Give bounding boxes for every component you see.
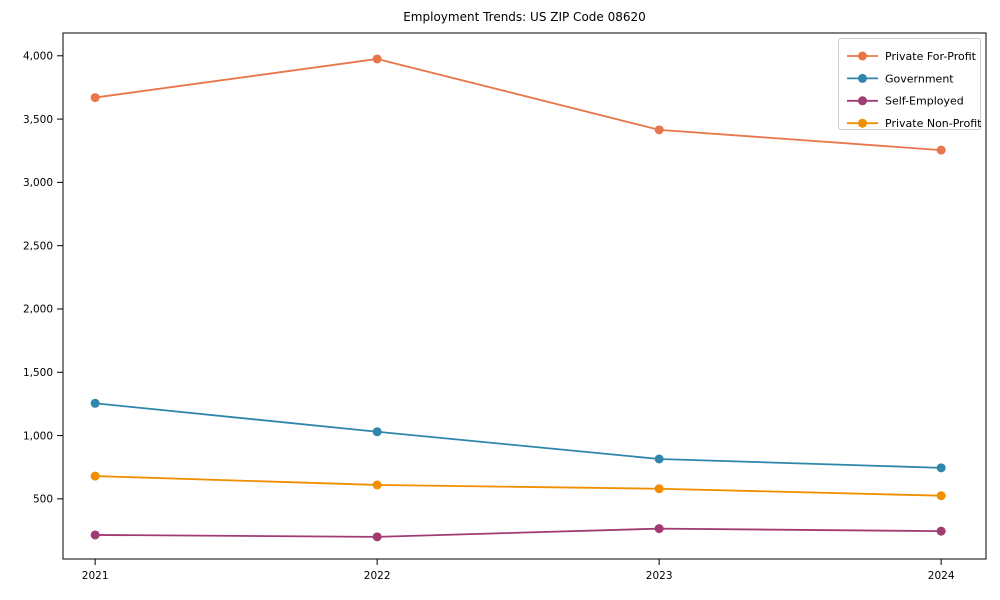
legend-label: Government — [885, 72, 954, 85]
y-tick-label: 2,500 — [23, 240, 53, 252]
data-point-marker — [372, 480, 382, 490]
x-tick-label: 2023 — [646, 570, 673, 582]
data-point-marker — [936, 526, 946, 536]
data-point-marker — [90, 398, 100, 408]
data-point-marker — [936, 145, 946, 155]
y-tick-label: 500 — [33, 494, 53, 506]
data-point-marker — [936, 463, 946, 473]
legend-label: Self-Employed — [885, 95, 964, 108]
x-tick-label: 2021 — [82, 570, 109, 582]
legend-marker — [858, 96, 867, 106]
data-point-marker — [372, 54, 382, 64]
series-self-employed — [90, 524, 946, 542]
legend-box — [838, 38, 981, 130]
legend-entry-private-non-profit: Private Non-Profit — [847, 117, 982, 130]
data-point-marker — [372, 532, 382, 542]
series-line — [95, 527, 942, 538]
plot-border — [62, 32, 987, 560]
data-point-marker — [654, 125, 664, 135]
chart-title: Employment Trends: US ZIP Code 08620 — [403, 10, 646, 24]
series-government — [90, 398, 946, 473]
legend-marker — [858, 118, 867, 128]
x-axis: 2021 2022 2023 2024 — [82, 559, 955, 582]
legend-entry-self-employed: Self-Employed — [847, 95, 964, 108]
data-point-marker — [654, 524, 664, 534]
data-point-marker — [90, 93, 100, 103]
series-line — [95, 475, 942, 497]
legend-marker — [858, 51, 867, 61]
y-tick-label: 4,000 — [23, 50, 53, 62]
data-point-marker — [372, 427, 382, 437]
y-tick-label: 2,000 — [23, 304, 53, 316]
legend-entry-government: Government — [847, 72, 954, 85]
series-line — [95, 402, 942, 469]
legend-label: Private Non-Profit — [885, 117, 982, 130]
series-line — [95, 58, 942, 151]
x-tick-label: 2022 — [364, 570, 391, 582]
y-tick-label: 1,000 — [23, 430, 53, 442]
data-point-marker — [654, 484, 664, 494]
x-tick-label: 2024 — [928, 570, 955, 582]
legend-entry-private-for-profit: Private For-Profit — [847, 50, 977, 63]
y-tick-label: 1,500 — [23, 367, 53, 379]
data-point-marker — [90, 530, 100, 540]
data-point-marker — [654, 454, 664, 464]
data-point-marker — [936, 491, 946, 501]
legend-label: Private For-Profit — [885, 50, 977, 63]
y-tick-label: 3,500 — [23, 114, 53, 126]
series-private-for-profit — [90, 54, 946, 155]
y-tick-label: 3,000 — [23, 177, 53, 189]
legend-marker — [858, 73, 867, 83]
series-private-non-profit — [90, 471, 946, 501]
legend: Private For-Profit Government Self-Employe… — [838, 38, 982, 130]
data-point-marker — [90, 471, 100, 481]
y-axis: 500 1,000 1,500 2,000 2,500 3,000 3,500 4,000 — [23, 50, 63, 506]
